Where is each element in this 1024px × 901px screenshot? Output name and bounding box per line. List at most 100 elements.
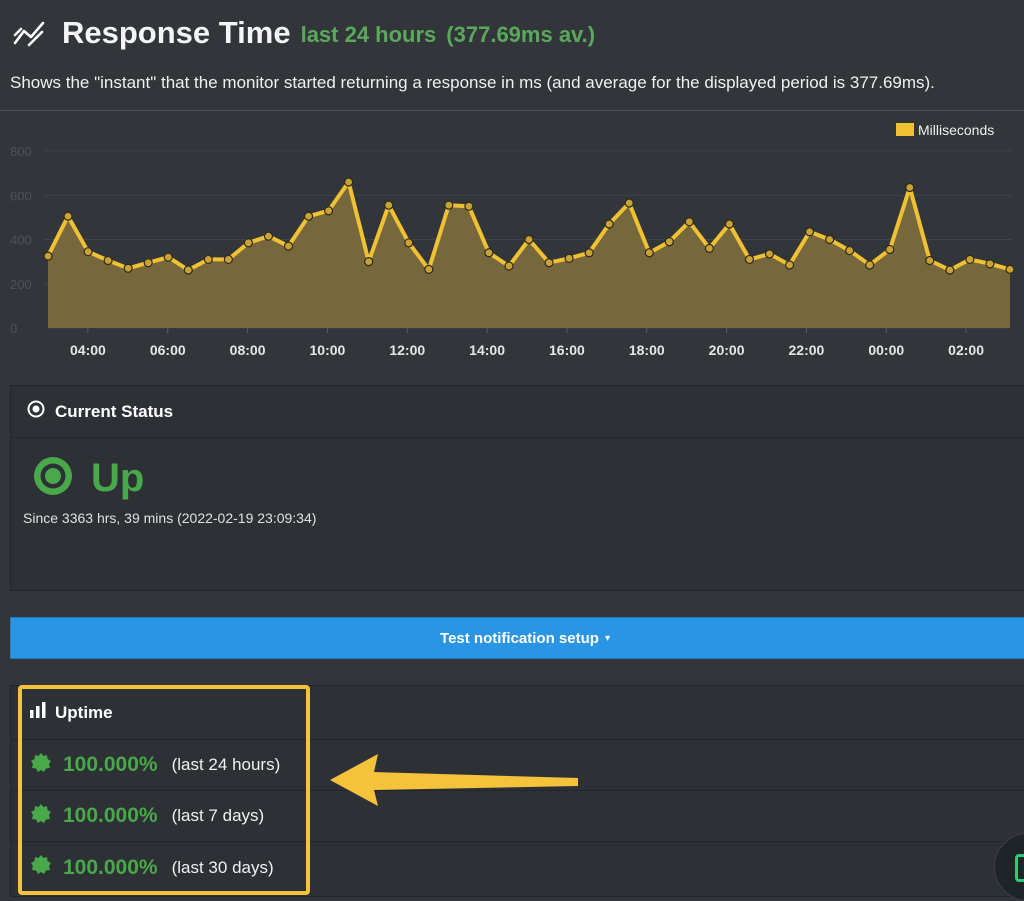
current-status-title: Current Status (55, 401, 174, 421)
legend-label: Milliseconds (918, 122, 994, 138)
chart-legend[interactable]: Milliseconds (896, 122, 994, 138)
data-point[interactable] (484, 248, 494, 258)
uptime-row-30d: 100.000% (last 30 days) (11, 842, 1024, 893)
chat-widget-icon (1015, 854, 1024, 882)
data-point[interactable] (63, 211, 73, 221)
data-point[interactable] (564, 253, 574, 263)
y-tick-label: 600 (10, 188, 32, 203)
data-point[interactable] (123, 263, 133, 273)
x-tick-label: 22:00 (789, 342, 825, 358)
data-point[interactable] (784, 260, 795, 270)
page-header: Response Time last 24 hours (377.69ms av… (12, 12, 595, 54)
bar-chart-icon (29, 702, 47, 723)
data-point[interactable] (504, 261, 514, 271)
data-point[interactable] (684, 217, 694, 227)
data-point[interactable] (384, 200, 394, 210)
data-point[interactable] (163, 252, 173, 262)
data-point[interactable] (744, 254, 755, 265)
x-tick-label: 00:00 (868, 342, 904, 358)
data-point[interactable] (865, 260, 875, 270)
data-point[interactable] (83, 247, 93, 257)
x-tick-label: 10:00 (310, 342, 346, 358)
data-point[interactable] (544, 258, 554, 268)
chart-description: Shows the "instant" that the monitor sta… (10, 73, 935, 92)
data-point[interactable] (404, 238, 414, 248)
x-tick-label: 18:00 (629, 342, 665, 358)
data-point[interactable] (524, 234, 534, 245)
uptime-panel: Uptime 100.000% (last 24 hours) 100.000%… (10, 685, 1024, 897)
uptime-percent: 100.000% (63, 855, 158, 879)
uptime-header: Uptime (11, 686, 1024, 740)
uptime-period: (last 7 days) (171, 806, 265, 825)
x-tick-label: 08:00 (230, 342, 266, 358)
data-point[interactable] (223, 254, 233, 265)
data-point[interactable] (103, 255, 113, 266)
y-tick-label: 200 (10, 277, 32, 292)
data-point[interactable] (945, 265, 955, 275)
badge-check-icon (31, 855, 51, 880)
status-dot-circle-icon (33, 456, 73, 501)
data-point[interactable] (965, 254, 975, 265)
line-chart-icon (12, 15, 48, 51)
dot-circle-icon (27, 400, 45, 423)
chart-area (48, 182, 1010, 328)
uptime-row-24h: 100.000% (last 24 hours) (11, 740, 1024, 791)
data-point[interactable] (664, 237, 674, 247)
data-point[interactable] (885, 244, 895, 255)
response-time-chart: 0 200 400 600 800 04:00 06:00 08:00 10:00 12:00 1… (10, 122, 1015, 358)
data-point[interactable] (303, 211, 314, 221)
x-tick-label: 04:00 (70, 342, 106, 358)
data-point[interactable] (624, 198, 634, 208)
data-point[interactable] (323, 206, 334, 216)
badge-check-icon (31, 752, 51, 778)
uptime-period: (last 30 days) (171, 857, 274, 877)
data-point[interactable] (263, 231, 274, 241)
data-point[interactable] (604, 219, 614, 229)
test-notification-button[interactable]: Test notification setup ▾ (10, 617, 1024, 659)
data-point[interactable] (724, 219, 735, 229)
data-point[interactable] (43, 251, 53, 261)
data-point[interactable] (143, 258, 153, 268)
data-point[interactable] (905, 182, 915, 193)
data-point[interactable] (985, 259, 995, 269)
data-point[interactable] (925, 255, 935, 266)
uptime-percent: 100.000% (63, 753, 158, 776)
uptime-period: (last 24 hours) (171, 755, 281, 774)
data-point[interactable] (283, 241, 294, 251)
data-point[interactable] (464, 201, 474, 211)
divider (0, 110, 1024, 111)
data-point[interactable] (825, 234, 835, 245)
y-tick-label: 800 (10, 144, 32, 159)
time-range-label: last 24 hours (300, 22, 437, 47)
average-label: (377.69ms av.) (446, 22, 596, 47)
data-point[interactable] (344, 177, 354, 187)
data-point[interactable] (364, 257, 374, 267)
badge-check-icon (31, 803, 51, 829)
status-indicator: Up (33, 456, 144, 501)
arrow-left-icon (330, 754, 578, 806)
data-point[interactable] (584, 248, 594, 258)
current-status-panel: Current Status Up Since 3363 hrs, 39 min… (10, 385, 1024, 591)
status-value: Up (91, 456, 145, 500)
legend-swatch (896, 123, 914, 136)
status-since: Since 3363 hrs, 39 mins (2022-02-19 23:0… (23, 510, 317, 526)
x-tick-label: 20:00 (709, 342, 745, 358)
data-point[interactable] (444, 200, 454, 210)
caret-down-icon: ▾ (604, 632, 610, 644)
data-point[interactable] (243, 238, 254, 248)
data-point[interactable] (804, 227, 815, 237)
data-point[interactable] (845, 245, 855, 256)
data-point[interactable] (183, 265, 193, 275)
x-tick-label: 02:00 (948, 342, 984, 358)
y-tick-label: 0 (10, 321, 17, 336)
current-status-header: Current Status (11, 386, 1024, 438)
data-point[interactable] (424, 264, 434, 274)
x-tick-label: 06:00 (150, 342, 186, 358)
data-point[interactable] (203, 254, 213, 265)
data-point[interactable] (764, 249, 775, 259)
x-tick-label: 16:00 (549, 342, 585, 358)
data-point[interactable] (1005, 264, 1015, 274)
uptime-title: Uptime (55, 702, 113, 722)
data-point[interactable] (704, 243, 714, 253)
data-point[interactable] (644, 248, 654, 258)
